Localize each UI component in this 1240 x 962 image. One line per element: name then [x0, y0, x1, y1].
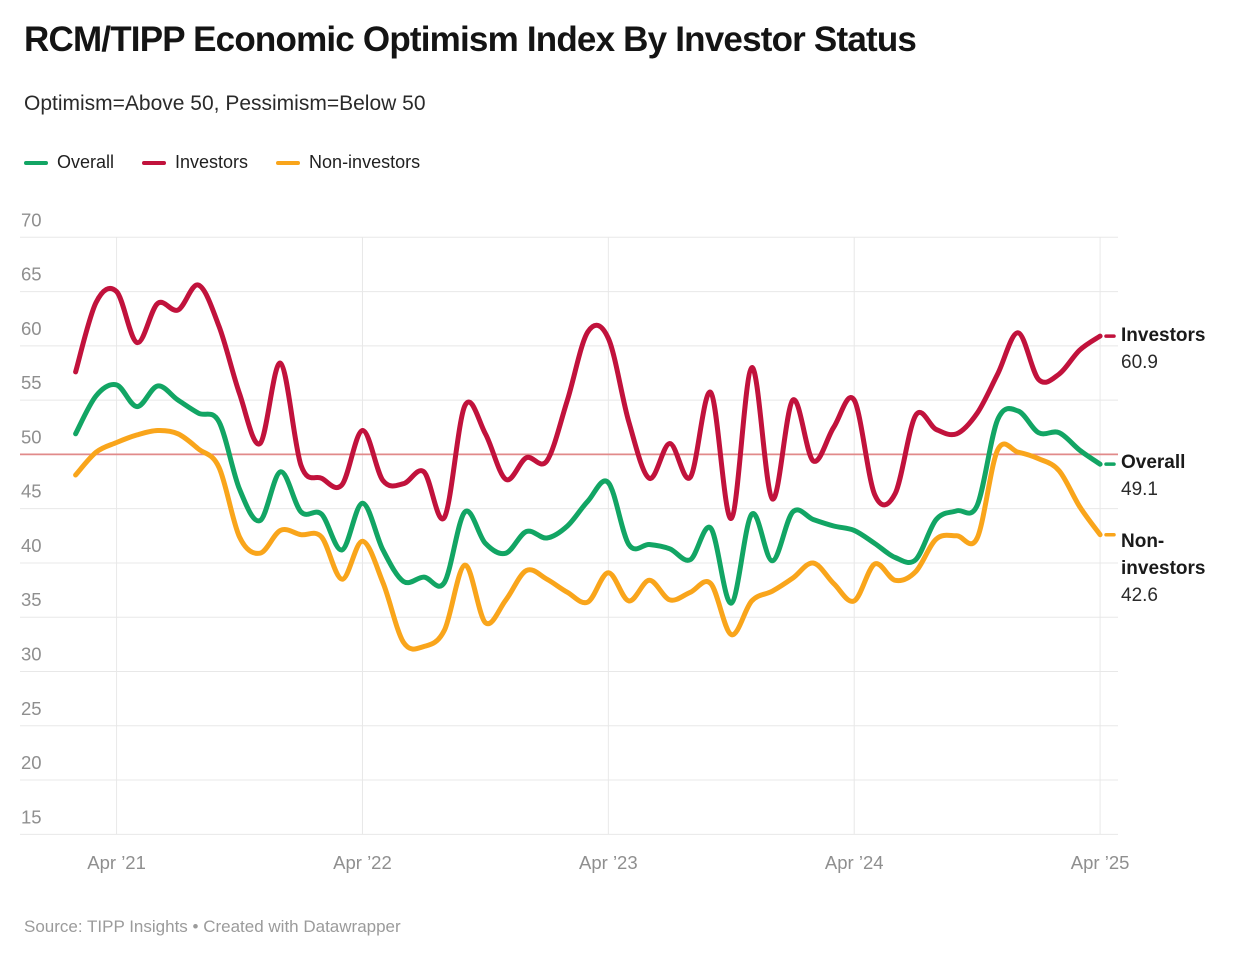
series-end-label-overall: Overall 49.1: [1121, 449, 1225, 503]
chart-subtitle: Optimism=Above 50, Pessimism=Below 50: [24, 92, 426, 115]
legend-swatch-investors: [142, 160, 167, 165]
y-tick-label-60: 60: [21, 318, 42, 339]
legend-item-non-investors: Non-investors: [276, 152, 420, 173]
series-end-label-investors: Investors 60.9: [1121, 322, 1225, 376]
x-tick-label-3: Apr ’24: [825, 852, 884, 873]
y-tick-label-30: 30: [21, 644, 42, 665]
y-tick-label-40: 40: [21, 535, 42, 556]
series-end-value-non-investors: 42.6: [1121, 585, 1158, 606]
y-tick-label-70: 70: [21, 209, 42, 230]
legend-label-non-investors: Non-investors: [309, 152, 421, 172]
legend-label-overall: Overall: [57, 152, 115, 172]
series-end-label-non-investors: Non-investors 42.6: [1121, 528, 1225, 609]
y-tick-label-35: 35: [21, 589, 42, 610]
legend-item-overall: Overall: [24, 152, 114, 173]
series-end-value-investors: 60.9: [1121, 352, 1158, 373]
series-end-value-overall: 49.1: [1121, 479, 1158, 500]
series-line-overall: [73, 382, 1103, 606]
legend-item-investors: Investors: [142, 152, 248, 173]
y-tick-label-50: 50: [21, 426, 42, 447]
legend: Overall Investors Non-investors: [24, 152, 420, 173]
legend-label-investors: Investors: [175, 152, 249, 172]
legend-swatch-overall: [24, 160, 48, 165]
page-title: RCM/TIPP Economic Optimism Index By Inve…: [24, 20, 917, 59]
x-tick-label-0: Apr ’21: [87, 852, 146, 873]
y-tick-label-55: 55: [21, 372, 42, 393]
series-end-name-non-investors: Non-investors: [1121, 531, 1206, 579]
legend-swatch-non-investors: [276, 160, 301, 165]
series-line-non-investors: [73, 427, 1103, 652]
series-end-name-overall: Overall: [1121, 452, 1186, 473]
y-tick-label-25: 25: [21, 698, 42, 719]
source-note: Source: TIPP Insights • Created with Dat…: [24, 917, 401, 936]
x-tick-label-2: Apr ’23: [579, 852, 638, 873]
x-tick-label-1: Apr ’22: [333, 852, 392, 873]
y-tick-label-65: 65: [21, 264, 42, 285]
y-tick-label-20: 20: [21, 752, 42, 773]
series-line-investors: [73, 282, 1103, 522]
y-tick-label-15: 15: [21, 806, 42, 827]
series-end-name-investors: Investors: [1121, 325, 1206, 346]
y-tick-label-45: 45: [21, 481, 42, 502]
x-tick-label-4: Apr ’25: [1071, 852, 1130, 873]
